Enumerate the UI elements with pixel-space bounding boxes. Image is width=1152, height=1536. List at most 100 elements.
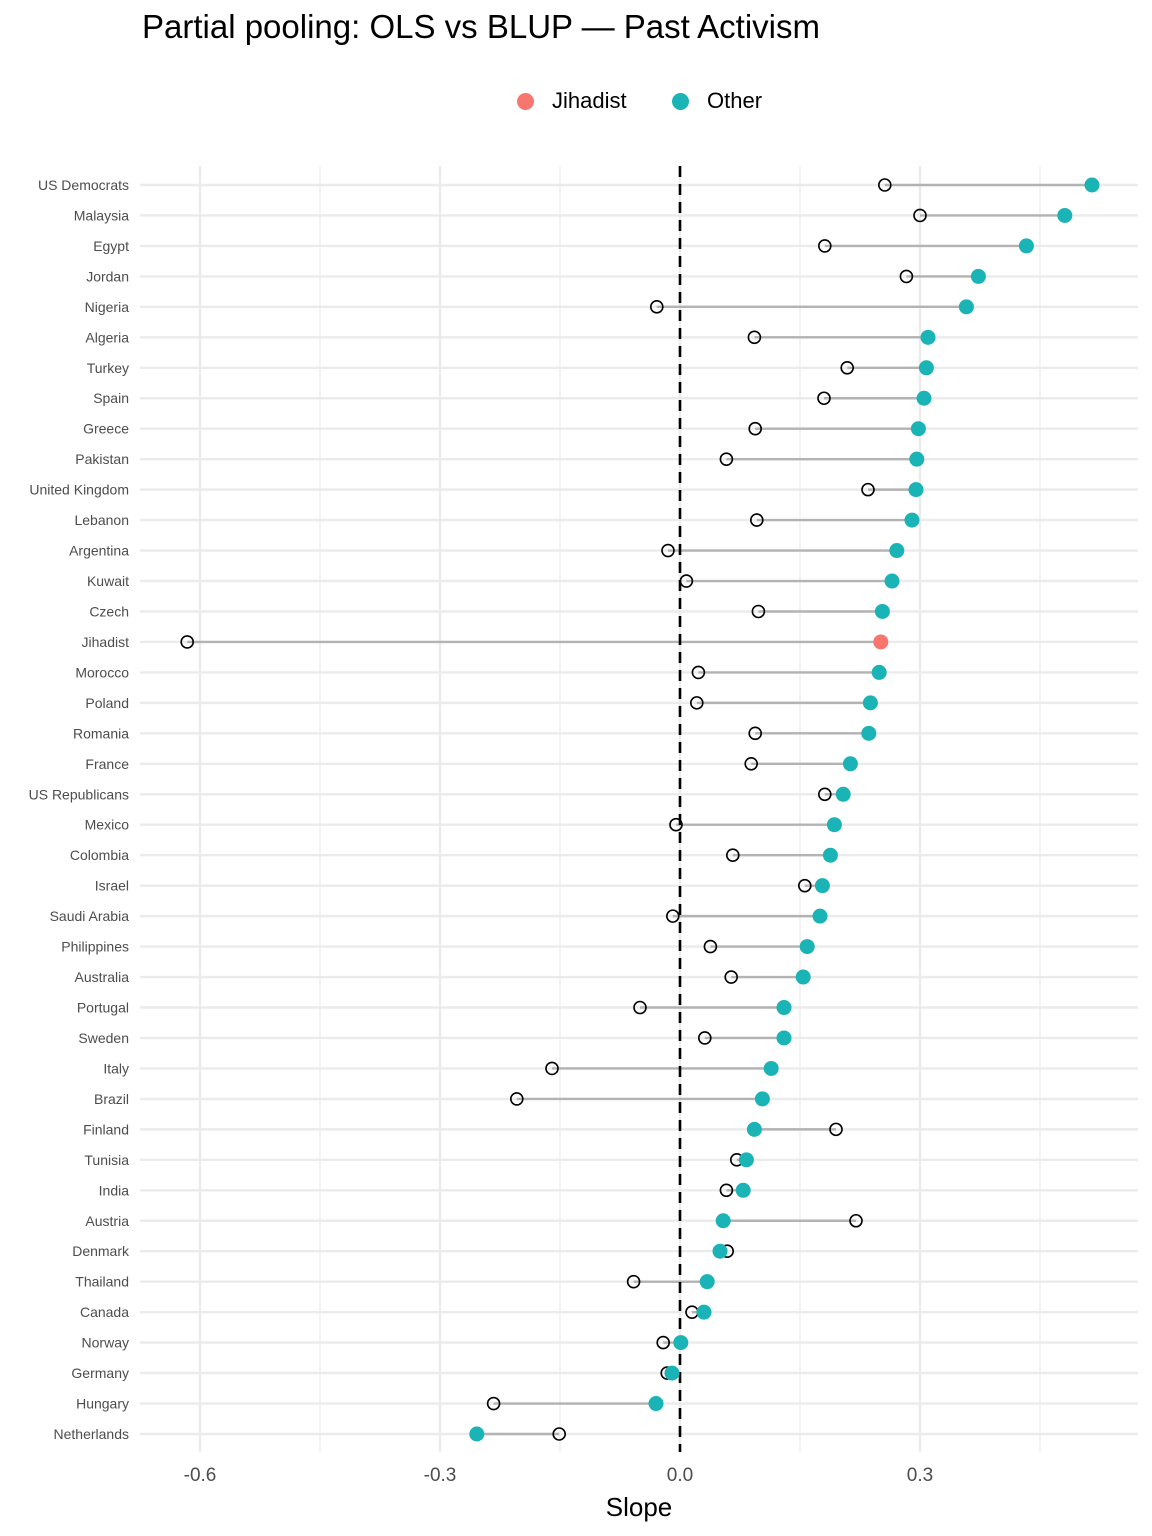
legend-item-jihadist: Jihadist bbox=[517, 84, 627, 118]
blup-point bbox=[699, 1274, 715, 1290]
ols-point bbox=[665, 909, 680, 923]
y-tick-label: Turkey bbox=[87, 360, 129, 376]
blup-point bbox=[648, 1396, 664, 1412]
ols-point bbox=[748, 726, 763, 741]
y-tick-label: Philippines bbox=[61, 939, 129, 955]
y-tick-label: Norway bbox=[82, 1335, 129, 1351]
y-tick-label: Germany bbox=[71, 1365, 129, 1381]
y-tick-label: Malaysia bbox=[74, 207, 129, 223]
ols-point bbox=[749, 513, 764, 527]
blup-point bbox=[861, 725, 877, 741]
ols-point bbox=[747, 330, 762, 345]
x-tick-label: 0.0 bbox=[667, 1465, 693, 1486]
ols-point bbox=[509, 1092, 524, 1106]
blup-point bbox=[871, 664, 887, 680]
ols-point bbox=[744, 757, 759, 771]
blup-point bbox=[799, 939, 815, 955]
blup-point bbox=[842, 756, 858, 772]
y-axis-labels: US Democrats Malaysia Egypt Jordan Nigeria Al… bbox=[29, 177, 130, 1442]
ols-point bbox=[797, 878, 812, 893]
y-tick-label: United Kingdom bbox=[29, 482, 129, 498]
ols-point bbox=[633, 1000, 647, 1015]
y-tick-label: Kuwait bbox=[87, 573, 129, 589]
blup-point bbox=[776, 1030, 792, 1046]
y-tick-label: Czech bbox=[89, 603, 129, 619]
ols-point bbox=[849, 1213, 863, 1228]
y-tick-label: Jihadist bbox=[82, 634, 130, 650]
ols-point bbox=[913, 208, 927, 223]
y-tick-label: Canada bbox=[80, 1304, 129, 1320]
ols-point bbox=[877, 178, 892, 192]
ols-point bbox=[829, 1122, 843, 1137]
y-tick-label: Greece bbox=[83, 421, 129, 437]
ols-point bbox=[751, 604, 766, 619]
blup-point bbox=[970, 268, 986, 284]
blup-point bbox=[889, 543, 905, 559]
ols-point bbox=[817, 391, 831, 406]
blup-point bbox=[862, 695, 878, 711]
x-axis-tick-labels: -0.6 -0.3 0.0 0.3 bbox=[184, 1465, 934, 1486]
y-tick-label: Lebanon bbox=[74, 512, 129, 528]
ols-point bbox=[486, 1396, 501, 1411]
blup-point bbox=[873, 634, 889, 650]
ols-point bbox=[697, 1031, 712, 1045]
ols-point bbox=[679, 574, 694, 588]
blup-point bbox=[835, 786, 851, 802]
blup-point bbox=[814, 878, 830, 894]
y-tick-label: Mexico bbox=[85, 817, 130, 833]
blup-point bbox=[746, 1121, 762, 1137]
ols-point bbox=[725, 848, 740, 862]
legend-item-other: Other bbox=[672, 84, 762, 118]
x-tick-label: 0.3 bbox=[907, 1465, 933, 1486]
y-tick-label: Algeria bbox=[85, 329, 129, 345]
y-tick-label: Colombia bbox=[70, 847, 129, 863]
y-tick-label: Brazil bbox=[94, 1091, 129, 1107]
ols-point bbox=[719, 1183, 734, 1198]
blup-point bbox=[763, 1060, 779, 1076]
ols-point bbox=[689, 696, 704, 710]
ols-point bbox=[703, 939, 718, 954]
y-tick-label: Morocco bbox=[75, 664, 129, 680]
blup-point bbox=[1057, 207, 1073, 223]
blup-point bbox=[754, 1091, 770, 1107]
blup-point bbox=[715, 1213, 731, 1229]
x-tick-label: -0.6 bbox=[184, 1465, 217, 1486]
blup-point bbox=[469, 1426, 485, 1442]
blup-point bbox=[904, 512, 920, 528]
ols-point bbox=[552, 1427, 567, 1441]
legend: Jihadist Other bbox=[0, 84, 1152, 118]
blup-point bbox=[738, 1152, 754, 1168]
blup-point bbox=[910, 421, 926, 437]
blup-point bbox=[696, 1304, 712, 1320]
y-tick-label: Israel bbox=[95, 878, 129, 894]
y-tick-label: Jordan bbox=[86, 268, 129, 284]
y-tick-label: Saudi Arabia bbox=[50, 908, 130, 924]
blup-point bbox=[812, 908, 828, 924]
legend-label-other: Other bbox=[707, 88, 763, 113]
ols-point bbox=[661, 543, 675, 558]
blup-point bbox=[826, 817, 842, 833]
ols-point bbox=[861, 482, 875, 497]
ols-point bbox=[669, 817, 683, 832]
y-tick-label: Romania bbox=[73, 725, 129, 741]
blup-point bbox=[920, 329, 936, 345]
dumbbell-segments bbox=[187, 183, 1092, 1436]
blup-point bbox=[884, 573, 900, 589]
legend-dot-jihadist-icon bbox=[517, 92, 534, 110]
y-tick-label: US Democrats bbox=[38, 177, 129, 193]
y-tick-label: Italy bbox=[103, 1060, 129, 1076]
blup-point bbox=[712, 1243, 728, 1259]
ols-point bbox=[656, 1335, 671, 1350]
ols-point bbox=[691, 665, 706, 680]
ols-point bbox=[899, 269, 914, 284]
y-tick-label: France bbox=[85, 756, 129, 772]
y-tick-label: Netherlands bbox=[54, 1426, 130, 1442]
blup-point bbox=[918, 360, 934, 376]
y-tick-label: Spain bbox=[93, 390, 129, 406]
ols-point bbox=[626, 1274, 641, 1289]
y-tick-label: Nigeria bbox=[85, 299, 130, 315]
blup-point bbox=[874, 603, 890, 619]
x-axis-label: Slope bbox=[606, 1492, 673, 1522]
blup-point bbox=[909, 451, 925, 467]
